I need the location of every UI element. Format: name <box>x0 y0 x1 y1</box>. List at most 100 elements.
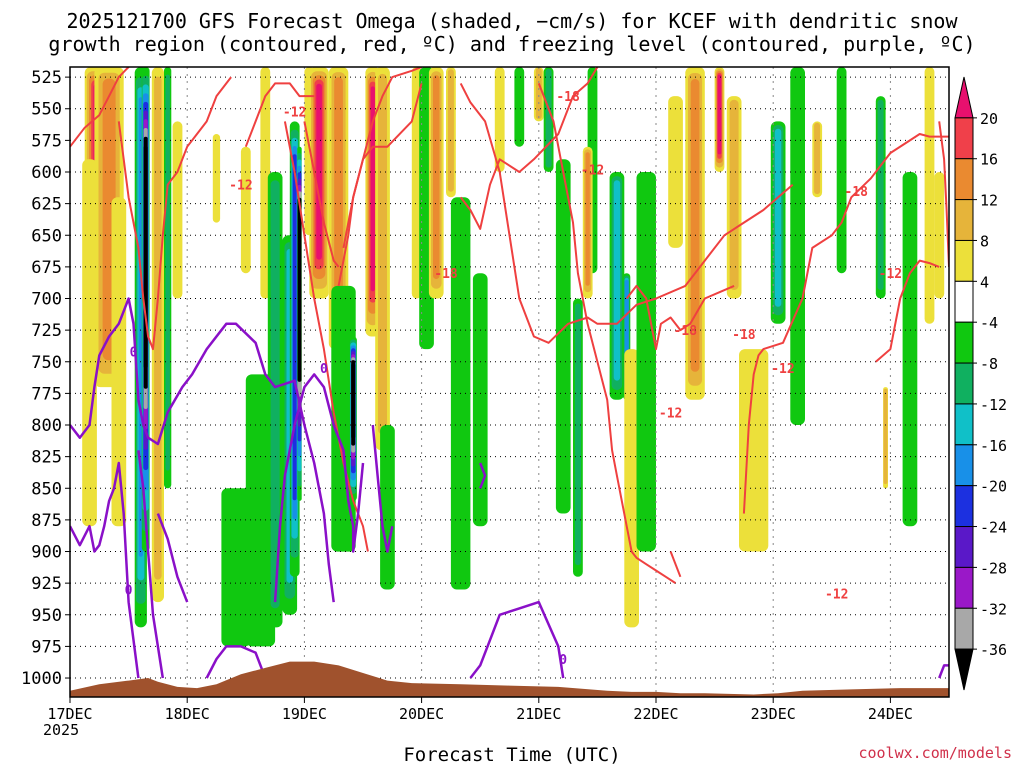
x-tick-label: 23DEC <box>751 705 796 723</box>
dgz-minus12-contour <box>742 133 949 514</box>
dgz-contour-label: -12 <box>229 179 252 194</box>
y-tick-label: 800 <box>31 416 62 436</box>
colorbar-bin <box>954 117 974 160</box>
omega-cell <box>260 67 271 299</box>
credit-link[interactable]: coolwx.com/models <box>858 744 1012 762</box>
colorbar-label: -24 <box>980 519 1007 537</box>
dgz-minus18-contour <box>342 83 423 249</box>
omega-cell <box>447 69 454 192</box>
omega-cell <box>729 99 739 290</box>
y-tick-label: 900 <box>31 543 62 563</box>
y-tick-label: 1000 <box>21 669 62 689</box>
colorbar-label: -4 <box>980 314 998 332</box>
dgz-contour-label: -12 <box>825 587 848 602</box>
freezing-contour-label: 0 <box>320 362 328 377</box>
omega-cell <box>292 154 297 501</box>
omega-cell <box>297 204 302 367</box>
freezing-contour-label: 0 <box>125 583 133 598</box>
omega-cell <box>221 488 251 647</box>
colorbar-bottom-arrow <box>954 648 974 691</box>
omega-cell <box>636 172 656 552</box>
x-tick-label: 19DEC <box>282 705 327 723</box>
omega-cell <box>370 86 375 292</box>
y-tick-label: 775 <box>31 384 62 404</box>
omega-cell <box>555 159 571 514</box>
dgz-minus12-contour <box>244 82 315 148</box>
y-tick-label: 725 <box>31 321 62 341</box>
plot-content: -12 -12 -12 -12 -12 -12 -12 -18 -18 -18 -18 -18 0 0 0 0 <box>70 67 949 697</box>
omega-cell <box>877 99 884 290</box>
colorbar-label: 16 <box>980 151 998 169</box>
freezing-level-contour <box>205 645 267 679</box>
freezing-level-contour <box>70 461 140 679</box>
dgz-minus18-contour <box>303 121 340 268</box>
omega-cell <box>774 128 782 307</box>
y-tick-label: 575 <box>31 131 62 151</box>
omega-cell <box>245 374 276 647</box>
colorbar: 20 16 12 8 4 -4 -8 -12 -16 -20 -24 -28 -32 -36 <box>954 76 1007 691</box>
freezing-level-contour <box>273 373 365 603</box>
x-tick-label: 17DEC <box>47 705 92 723</box>
freezing-level-contour <box>479 462 487 489</box>
y-tick-label: 825 <box>31 448 62 468</box>
omega-cell <box>690 79 700 372</box>
omega-cell <box>411 67 422 299</box>
axes: 525 550 575 600 625 650 675 700 725 750 775 800 825 8… <box>21 66 950 723</box>
omega-cell <box>739 349 769 552</box>
omega-cell <box>433 75 440 279</box>
y-tick-label: 550 <box>31 100 62 120</box>
omega-cell <box>924 67 935 324</box>
freezing-level-contour <box>371 424 394 553</box>
colorbar-label: -36 <box>980 641 1007 659</box>
colorbar-label: 4 <box>980 273 989 291</box>
colorbar-bin <box>954 526 974 568</box>
dgz-contour-label: -12 <box>283 105 306 120</box>
omega-cell <box>165 74 170 471</box>
omega-cell <box>270 180 280 609</box>
x-tick-label: 21DEC <box>516 705 561 723</box>
omega-cell <box>585 152 590 286</box>
colorbar-bin <box>954 607 974 650</box>
omega-cell <box>883 388 888 484</box>
dgz-contour-label: -12 <box>659 406 682 421</box>
plot-area: -12 -12 -12 -12 -12 -12 -12 -18 -18 -18 -18 -18 0 0 0 0 <box>70 67 949 697</box>
y-tick-label: 950 <box>31 606 62 626</box>
dgz-contour-label: -18 <box>844 185 868 200</box>
dgz-minus12-contour <box>459 67 599 230</box>
dgz-contour-label: -18 <box>556 90 580 105</box>
colorbar-bin <box>954 158 974 201</box>
y-tick-label: 525 <box>31 68 62 88</box>
colorbar-bin <box>954 199 974 241</box>
x-axis-label: Forecast Time (UTC) <box>403 744 621 766</box>
chart-title-line2: growth region (contoured, red, ºC) and f… <box>48 32 976 56</box>
omega-cell <box>574 303 581 566</box>
dgz-minus12-contour <box>70 67 130 148</box>
colorbar-bin <box>954 485 974 528</box>
freezing-level-contour <box>137 450 165 679</box>
colorbar-label: 12 <box>980 192 998 210</box>
y-tick-label: 700 <box>31 290 62 310</box>
omega-cell <box>790 67 805 425</box>
omega-cell <box>902 172 918 527</box>
colorbar-bin <box>954 444 974 487</box>
colorbar-label: 8 <box>980 232 989 250</box>
colorbar-bin <box>954 403 974 446</box>
freezing-level-contour <box>469 600 565 679</box>
plot-frame <box>69 66 950 698</box>
omega-cell <box>472 273 488 527</box>
colorbar-label: -16 <box>980 437 1007 455</box>
dgz-minus12-contour <box>669 551 682 578</box>
dgz-minus12-contour <box>337 67 422 287</box>
dgz-contour-label: -18 <box>732 328 756 343</box>
omega-cell <box>351 363 356 439</box>
y-tick-label: 650 <box>31 226 62 246</box>
dgz-minus18-contour <box>459 82 794 344</box>
x-tick-label: 22DEC <box>633 705 678 723</box>
y-tick-label: 600 <box>31 163 62 183</box>
dgz-contour-label: -12 <box>771 362 794 377</box>
omega-cell <box>717 74 722 155</box>
omega-cell <box>836 67 847 274</box>
colorbar-label: 20 <box>980 110 998 128</box>
dgz-minus12-contour <box>938 121 949 267</box>
